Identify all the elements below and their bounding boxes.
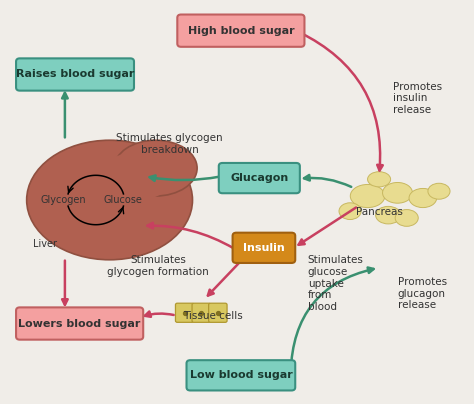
- Ellipse shape: [428, 183, 450, 199]
- Text: Liver: Liver: [33, 239, 57, 249]
- FancyBboxPatch shape: [186, 360, 295, 390]
- Text: Glucose: Glucose: [104, 195, 143, 205]
- FancyBboxPatch shape: [177, 15, 304, 47]
- Text: Pancreas: Pancreas: [356, 207, 402, 217]
- FancyBboxPatch shape: [192, 303, 210, 322]
- Text: Tissue cells: Tissue cells: [183, 311, 243, 320]
- Text: Stimulates
glucose
uptake
from
blood: Stimulates glucose uptake from blood: [308, 255, 364, 312]
- Ellipse shape: [100, 152, 174, 200]
- Text: Low blood sugar: Low blood sugar: [190, 370, 292, 380]
- Text: High blood sugar: High blood sugar: [188, 26, 294, 36]
- Ellipse shape: [350, 185, 385, 208]
- Text: Promotes
glucagon
release: Promotes glucagon release: [398, 277, 447, 310]
- Ellipse shape: [27, 140, 192, 260]
- Ellipse shape: [395, 210, 418, 226]
- FancyBboxPatch shape: [219, 163, 300, 193]
- Ellipse shape: [114, 140, 197, 196]
- Text: Stimulates glycogen
breakdown: Stimulates glycogen breakdown: [116, 133, 223, 155]
- Text: Glycogen: Glycogen: [41, 195, 86, 205]
- FancyBboxPatch shape: [16, 307, 143, 340]
- Text: Glucagon: Glucagon: [230, 173, 289, 183]
- Text: Stimulates
glycogen formation: Stimulates glycogen formation: [107, 255, 209, 277]
- FancyBboxPatch shape: [16, 58, 134, 90]
- Text: Raises blood sugar: Raises blood sugar: [16, 69, 134, 80]
- Ellipse shape: [383, 183, 412, 203]
- Ellipse shape: [367, 172, 391, 187]
- FancyBboxPatch shape: [175, 303, 194, 322]
- Text: Promotes
insulin
release: Promotes insulin release: [393, 82, 442, 115]
- FancyBboxPatch shape: [209, 303, 227, 322]
- Ellipse shape: [339, 203, 361, 219]
- Ellipse shape: [409, 188, 437, 208]
- Ellipse shape: [375, 206, 401, 224]
- Text: Lowers blood sugar: Lowers blood sugar: [18, 318, 141, 328]
- Text: Insulin: Insulin: [243, 243, 285, 253]
- FancyBboxPatch shape: [233, 233, 295, 263]
